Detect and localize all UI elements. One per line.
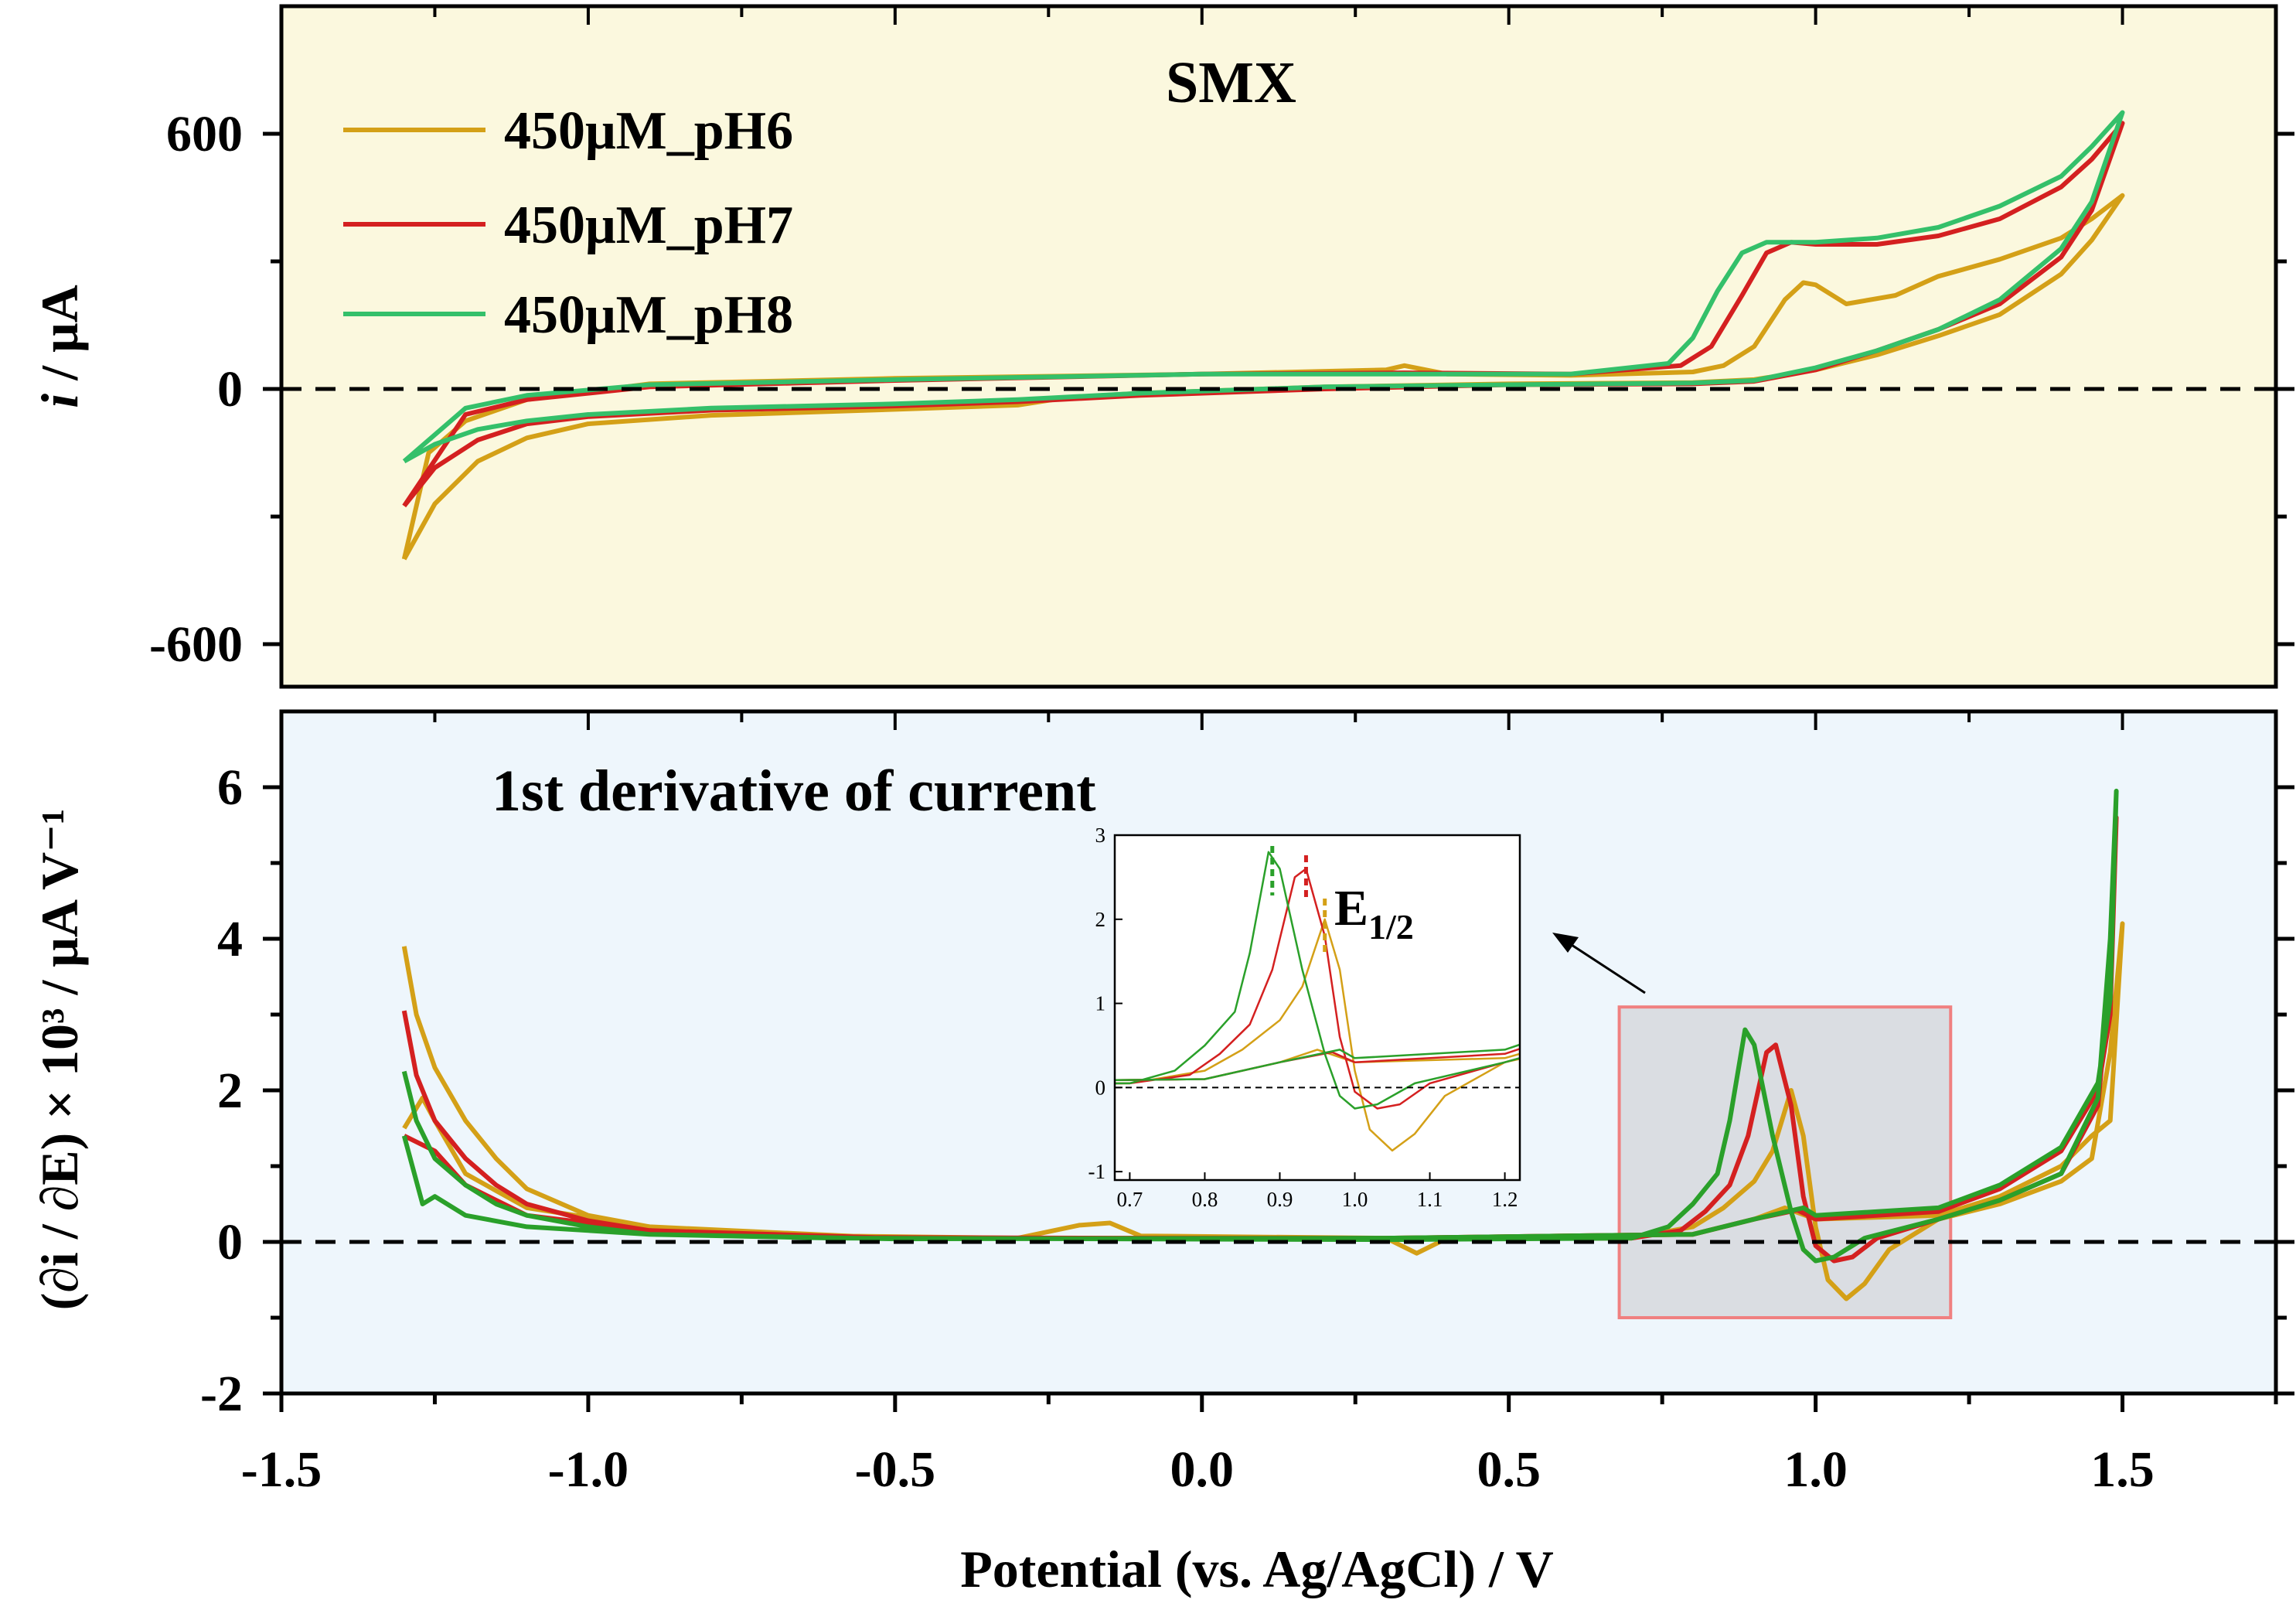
highlight-box: [1617, 1005, 1953, 1319]
legend-label-ph6: 450μM_pH6: [504, 101, 793, 161]
top-panel-curves: [401, 110, 2125, 561]
bottom-y-axis-title: (∂i / ∂E) × 10³ / μA V⁻¹: [30, 809, 89, 1311]
inset-ytick-label: 3: [1095, 824, 1106, 847]
top-ytick-label: -600: [149, 616, 243, 673]
inset-xtick-label: 1.0: [1342, 1188, 1368, 1211]
inset-arrow: [1552, 933, 1646, 994]
top-ytick-label: 600: [166, 106, 243, 162]
inset-ytick-label: 0: [1095, 1076, 1106, 1099]
inset-curves: [1115, 851, 1520, 1152]
inset-ticks: 0.7 0.8 0.9 1.0 1.1 1.2 3 2 1 0 -1: [1088, 824, 1518, 1211]
inset-xtick-label: 1.2: [1492, 1188, 1518, 1211]
top-y-axis-title-rest: / μA: [30, 285, 89, 394]
top-ytick-label: 0: [217, 361, 243, 418]
bottom-ytick-label: 6: [217, 759, 243, 816]
inset-series-2-line: [1115, 851, 1520, 1110]
top-y-ticks: 600 0 -600: [149, 106, 2294, 673]
bottom-series-2-line: [401, 788, 2119, 1264]
e-half-subscript: 1/2: [1368, 907, 1414, 947]
top-series-2-line: [402, 110, 2125, 464]
bottom-ytick-label: 0: [217, 1214, 243, 1271]
bottom-ytick-label: -2: [200, 1366, 243, 1422]
e-half-letter: E: [1334, 880, 1368, 936]
xtick-label: -0.5: [855, 1441, 935, 1498]
bottom-panel-curves: [401, 788, 2125, 1301]
bottom-ytick-label: 4: [217, 911, 243, 967]
x-axis-title: Potential (vs. Ag/AgCl) / V: [960, 1540, 1554, 1598]
legend-label-ph7: 450μM_pH7: [504, 196, 793, 255]
inset-xtick-label: 0.7: [1117, 1188, 1143, 1211]
inset-e-half-markers: [1270, 846, 1327, 956]
xtick-label: 0.0: [1170, 1441, 1235, 1498]
top-panel-frame: [279, 4, 2278, 689]
top-panel-title: SMX: [1166, 50, 1296, 115]
legend-label-ph8: 450μM_pH8: [504, 285, 793, 345]
inset-ytick-label: -1: [1088, 1160, 1106, 1183]
top-panel-background: [281, 6, 2276, 687]
inset-xtick-label: 1.1: [1417, 1188, 1443, 1211]
inset-ytick-label: 2: [1095, 908, 1106, 931]
bottom-panel-title: 1st derivative of current: [492, 759, 1096, 824]
xtick-label: -1.5: [241, 1441, 322, 1498]
inset-series-0-line: [1115, 918, 1520, 1152]
inset-xtick-label: 0.8: [1192, 1188, 1218, 1211]
e-half-label: E1/2: [1334, 880, 1414, 947]
top-y-axis-title: i / μA: [30, 285, 89, 408]
xtick-label: -1.0: [548, 1441, 629, 1498]
inset-ytick-label: 1: [1095, 992, 1106, 1015]
inset-frame: [1113, 834, 1521, 1182]
top-y-axis-title-italic: i: [30, 394, 89, 408]
inset-background: [1115, 835, 1520, 1180]
xtick-label: 1.5: [2090, 1441, 2155, 1498]
xtick-label: 0.5: [1477, 1441, 1541, 1498]
xtick-label: 1.0: [1783, 1441, 1848, 1498]
bottom-y-ticks: 6 4 2 0 -2: [200, 759, 2294, 1422]
x-ticks: -1.5 -1.0 -0.5 0.0 0.5 1.0 1.5: [241, 6, 2278, 1498]
inset-xtick-label: 0.9: [1267, 1188, 1293, 1211]
bottom-ytick-label: 2: [217, 1063, 243, 1119]
legend: 450μM_pH6 450μM_pH7 450μM_pH8: [343, 101, 793, 345]
bottom-panel-frame: [279, 709, 2278, 1396]
